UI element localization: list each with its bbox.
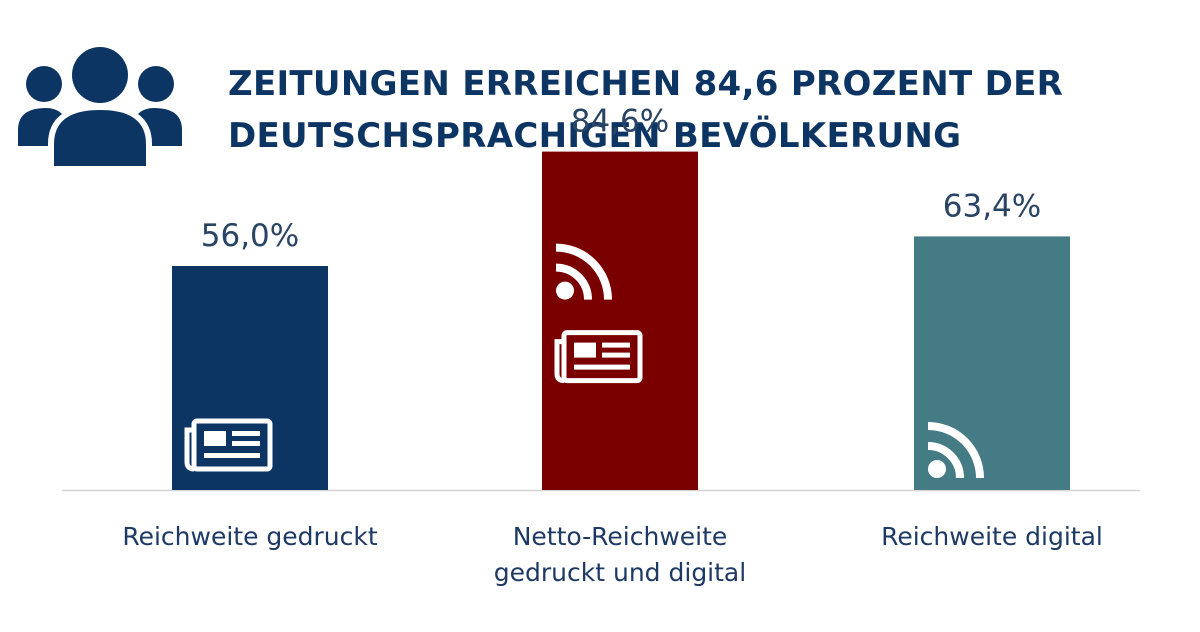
value-label: 56,0% bbox=[201, 218, 299, 254]
bar-group: 56,0% Reichweite gedruckt bbox=[122, 218, 378, 551]
category-label: Reichweite digital bbox=[881, 522, 1103, 551]
category-label: Netto-Reichweite bbox=[513, 522, 728, 551]
newspaper-icon bbox=[554, 330, 643, 384]
category-label: Reichweite gedruckt bbox=[122, 522, 378, 551]
value-label: 63,4% bbox=[943, 188, 1041, 224]
newspaper-icon bbox=[184, 418, 273, 472]
title-line-2: DEUTSCHSPRACHIGEN BEVÖLKERUNG bbox=[228, 116, 962, 156]
bar bbox=[172, 266, 328, 490]
people-group-icon bbox=[18, 47, 182, 166]
header: ZEITUNGEN ERREICHEN 84,6 PROZENT DER DEU… bbox=[0, 0, 1200, 180]
chart-title: ZEITUNGEN ERREICHEN 84,6 PROZENT DER DEU… bbox=[228, 58, 1128, 162]
rss-icon bbox=[555, 243, 612, 300]
bar-group: 84,6% Netto-Reichweite gedruckt und digita… bbox=[494, 104, 746, 587]
category-label: gedruckt und digital bbox=[494, 558, 746, 587]
title-line-1: ZEITUNGEN ERREICHEN 84,6 PROZENT DER bbox=[228, 64, 1064, 104]
bar-group: 63,4% Reichweite digital bbox=[881, 188, 1103, 551]
rss-icon bbox=[927, 422, 984, 479]
bar bbox=[542, 151, 698, 490]
value-label: 84,6% bbox=[571, 104, 669, 140]
bar bbox=[914, 236, 1070, 490]
